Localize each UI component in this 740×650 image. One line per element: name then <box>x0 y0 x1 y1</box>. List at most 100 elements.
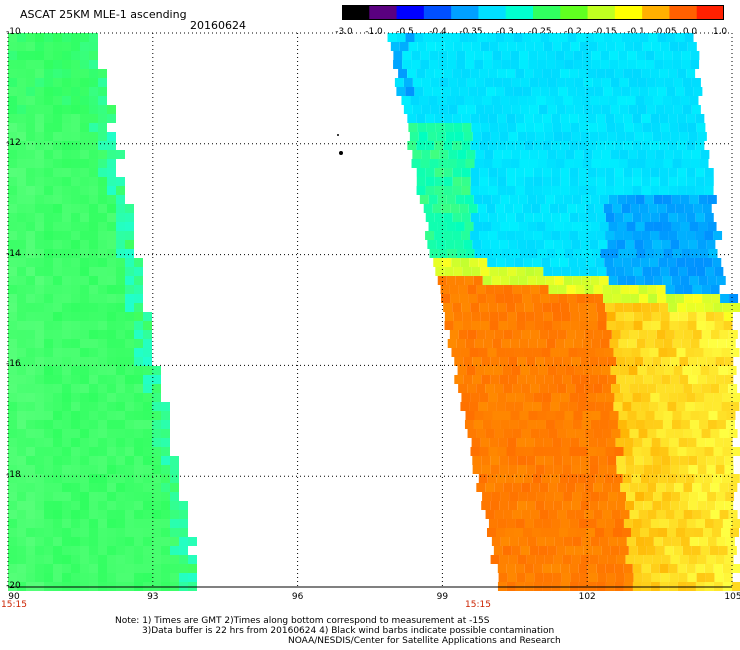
swath-pixel <box>8 96 17 105</box>
swath-pixel <box>71 33 80 42</box>
swath-pixel <box>519 51 529 60</box>
swath-pixel <box>675 528 685 537</box>
swath-pixel <box>125 357 134 366</box>
swath-pixel <box>98 258 107 267</box>
swath-pixel <box>508 555 518 564</box>
swath-pixel <box>467 429 477 438</box>
swath-pixel <box>494 483 504 492</box>
swath-pixel <box>98 105 107 114</box>
swath-pixel <box>470 114 480 123</box>
swath-pixel <box>596 519 606 528</box>
swath-pixel <box>152 465 161 474</box>
swath-pixel <box>517 132 527 141</box>
swath-pixel <box>116 528 125 537</box>
swath-pixel <box>161 573 170 582</box>
swath-pixel <box>563 96 573 105</box>
swath-pixel <box>689 492 699 501</box>
swath-pixel <box>639 87 649 96</box>
swath-pixel <box>17 285 26 294</box>
swath-pixel <box>569 186 579 195</box>
swath-pixel <box>492 60 502 69</box>
swath-pixel <box>686 213 696 222</box>
swath-pixel <box>44 357 53 366</box>
swath-pixel <box>439 78 449 87</box>
swath-pixel <box>474 51 484 60</box>
swath-pixel <box>53 195 62 204</box>
swath-pixel <box>593 510 603 519</box>
swath-pixel <box>514 348 524 357</box>
swath-pixel <box>35 267 44 276</box>
swath-pixel <box>516 123 526 132</box>
swath-pixel <box>661 501 671 510</box>
swath-pixel <box>642 438 652 447</box>
swath-pixel <box>432 33 442 42</box>
swath-pixel <box>541 474 551 483</box>
swath-pixel <box>107 195 116 204</box>
swath-pixel <box>645 159 655 168</box>
swath-pixel <box>8 240 17 249</box>
swath-pixel <box>569 447 579 456</box>
swath-pixel <box>531 87 541 96</box>
swath-pixel <box>672 411 682 420</box>
swath-pixel <box>89 537 98 546</box>
swath-pixel <box>543 42 553 51</box>
swath-pixel <box>116 573 125 582</box>
swath-pixel <box>44 177 53 186</box>
swath-pixel <box>496 258 506 267</box>
swath-pixel <box>607 456 617 465</box>
swath-pixel <box>677 393 687 402</box>
swath-pixel <box>618 339 628 348</box>
swath-pixel <box>98 177 107 186</box>
swath-pixel <box>663 411 673 420</box>
swath-pixel <box>488 519 498 528</box>
swath-pixel <box>35 312 44 321</box>
swath-pixel <box>98 555 107 564</box>
swath-pixel <box>98 231 107 240</box>
swath-pixel <box>673 150 683 159</box>
swath-pixel <box>53 564 62 573</box>
swath-pixel <box>53 69 62 78</box>
swath-pixel <box>616 357 626 366</box>
swath-pixel <box>44 303 53 312</box>
swath-pixel <box>80 105 89 114</box>
swath-pixel <box>582 339 592 348</box>
swath-pixel <box>71 159 80 168</box>
swath-pixel <box>572 492 582 501</box>
swath-pixel <box>594 204 604 213</box>
swath-pixel <box>726 411 736 420</box>
swath-pixel <box>599 96 609 105</box>
swath-pixel <box>713 519 723 528</box>
swath-pixel <box>125 438 134 447</box>
swath-pixel <box>53 141 62 150</box>
swath-pixel <box>485 483 495 492</box>
swath-pixel <box>480 438 490 447</box>
swath-pixel <box>507 42 517 51</box>
swath-pixel <box>434 231 444 240</box>
island-mark <box>339 151 343 155</box>
swath-pixel <box>522 33 532 42</box>
swath-pixel <box>71 402 80 411</box>
swath-pixel <box>686 519 696 528</box>
swath-pixel <box>549 294 559 303</box>
swath-pixel <box>17 249 26 258</box>
swath-pixel <box>641 141 651 150</box>
swath-pixel <box>714 267 724 276</box>
swath-pixel <box>134 339 143 348</box>
swath-pixel <box>89 132 98 141</box>
swath-pixel <box>534 312 544 321</box>
swath-pixel <box>707 492 717 501</box>
swath-pixel <box>558 87 568 96</box>
swath-pixel <box>8 330 17 339</box>
swath-pixel <box>608 222 618 231</box>
swath-pixel <box>143 510 152 519</box>
swath-pixel <box>470 213 480 222</box>
swath-pixel <box>580 555 590 564</box>
swath-pixel <box>8 168 17 177</box>
swath-pixel <box>80 366 89 375</box>
swath-pixel <box>446 222 456 231</box>
swath-pixel <box>53 123 62 132</box>
swath-pixel <box>44 222 53 231</box>
swath-pixel <box>436 132 446 141</box>
swath-pixel <box>125 537 134 546</box>
swath-pixel <box>694 258 704 267</box>
